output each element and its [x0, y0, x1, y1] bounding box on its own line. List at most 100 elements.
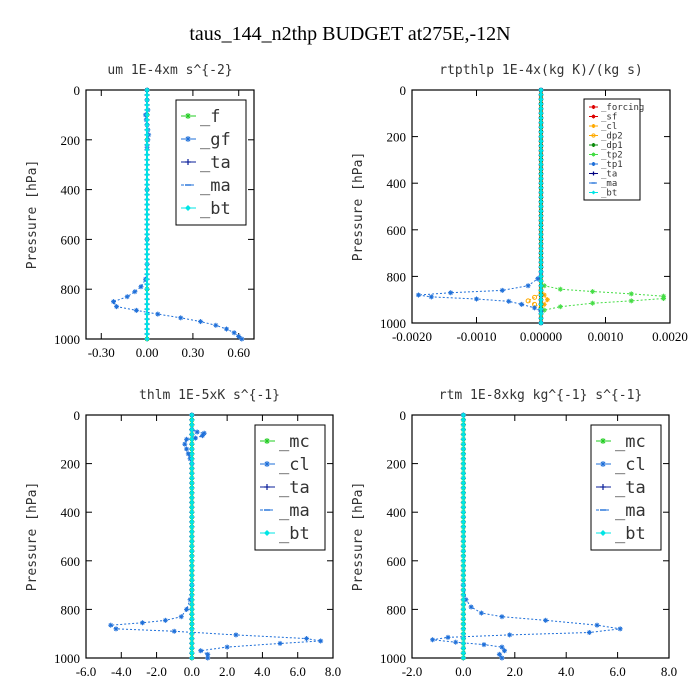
data-point: [114, 304, 120, 310]
data-point: [460, 597, 466, 603]
data-point: [538, 250, 544, 256]
data-point: [144, 311, 150, 317]
legend-entry: _dp1: [601, 141, 623, 151]
data-point: [538, 213, 544, 219]
y-tick-label: 600: [61, 232, 81, 247]
data-point: [108, 622, 114, 628]
legend-marker: [264, 461, 270, 467]
data-point: [594, 622, 600, 628]
x-tick-label: 6.0: [290, 664, 306, 679]
legend-entry: _bt: [615, 524, 646, 544]
legend-entry: _ta: [601, 170, 617, 180]
data-point: [144, 172, 150, 178]
series-bt: [460, 412, 466, 661]
legend-marker: [591, 114, 596, 119]
y-tick-label: 0: [400, 408, 407, 423]
legend-entry: _ma: [601, 179, 617, 189]
data-point: [538, 176, 544, 182]
panel-title: thlm 1E-5xK s^{-1}: [139, 388, 280, 403]
data-point: [496, 651, 502, 657]
data-point: [144, 241, 150, 247]
data-point: [144, 286, 150, 292]
data-point: [460, 422, 466, 428]
data-point: [460, 568, 466, 574]
data-point: [460, 636, 466, 642]
data-point: [198, 319, 204, 325]
x-tick-label: 0.0020: [652, 329, 688, 344]
y-tick-label: 400: [61, 183, 81, 198]
data-point: [478, 610, 484, 616]
data-point: [144, 102, 150, 108]
data-point: [144, 336, 150, 342]
data-point: [189, 495, 195, 501]
data-point: [205, 655, 211, 661]
legend: _mc _cl _ta _ma _bt: [590, 424, 662, 551]
data-point: [189, 587, 195, 593]
data-point: [430, 637, 436, 643]
data-point: [224, 644, 230, 650]
data-point: [538, 157, 544, 163]
data-point: [138, 284, 144, 290]
data-point: [189, 475, 195, 481]
data-point: [538, 110, 544, 116]
data-point: [189, 485, 195, 491]
data-point: [144, 137, 150, 143]
y-tick-label: 400: [61, 505, 81, 520]
data-point: [189, 441, 195, 447]
x-tick-label: 0.00000: [520, 329, 562, 344]
data-point: [189, 655, 195, 661]
data-point: [460, 431, 466, 437]
data-point: [189, 606, 195, 612]
data-point: [538, 273, 544, 279]
data-point: [460, 524, 466, 530]
data-point: [144, 296, 150, 302]
data-point: [460, 611, 466, 617]
data-point: [189, 563, 195, 569]
data-point: [144, 321, 150, 327]
data-point: [468, 604, 474, 610]
data-point: [189, 436, 195, 442]
data-point: [189, 480, 195, 486]
data-point: [189, 504, 195, 510]
data-point: [144, 251, 150, 257]
data-point: [144, 212, 150, 217]
data-point: [144, 182, 150, 188]
data-point: [628, 298, 634, 304]
y-tick-label: 1000: [380, 651, 406, 666]
y-tick-label: 200: [61, 133, 81, 148]
data-point: [189, 534, 195, 539]
data-point: [189, 524, 195, 530]
data-point: [144, 306, 150, 312]
data-point: [189, 621, 195, 627]
data-point: [538, 231, 544, 237]
y-tick-label: 600: [387, 223, 407, 238]
data-point: [460, 519, 466, 525]
data-point: [538, 138, 544, 144]
data-point: [532, 305, 538, 311]
data-point: [428, 294, 434, 300]
data-point: [538, 143, 544, 149]
data-point: [189, 422, 195, 428]
data-point: [144, 147, 150, 153]
legend: _f _gf _ta _ma _bt: [175, 99, 247, 226]
y-tick-label: 800: [387, 602, 407, 617]
data-point: [538, 222, 544, 228]
data-point: [460, 655, 466, 661]
y-tick-label: 400: [387, 176, 407, 191]
panel-title: rtpthlp 1E-4x(kg K)/(kg s): [439, 63, 643, 78]
data-point: [144, 152, 150, 158]
data-point: [189, 456, 195, 462]
data-point: [460, 616, 466, 622]
data-point: [460, 427, 466, 433]
data-point: [144, 256, 150, 262]
data-point: [538, 120, 544, 126]
data-point: [144, 236, 150, 242]
data-point: [538, 87, 544, 93]
data-point: [194, 429, 200, 435]
data-point: [189, 499, 195, 505]
data-point: [189, 548, 195, 554]
data-point: [502, 648, 508, 654]
series-tp1: [415, 87, 544, 326]
data-point: [113, 626, 119, 632]
data-point: [538, 190, 544, 196]
